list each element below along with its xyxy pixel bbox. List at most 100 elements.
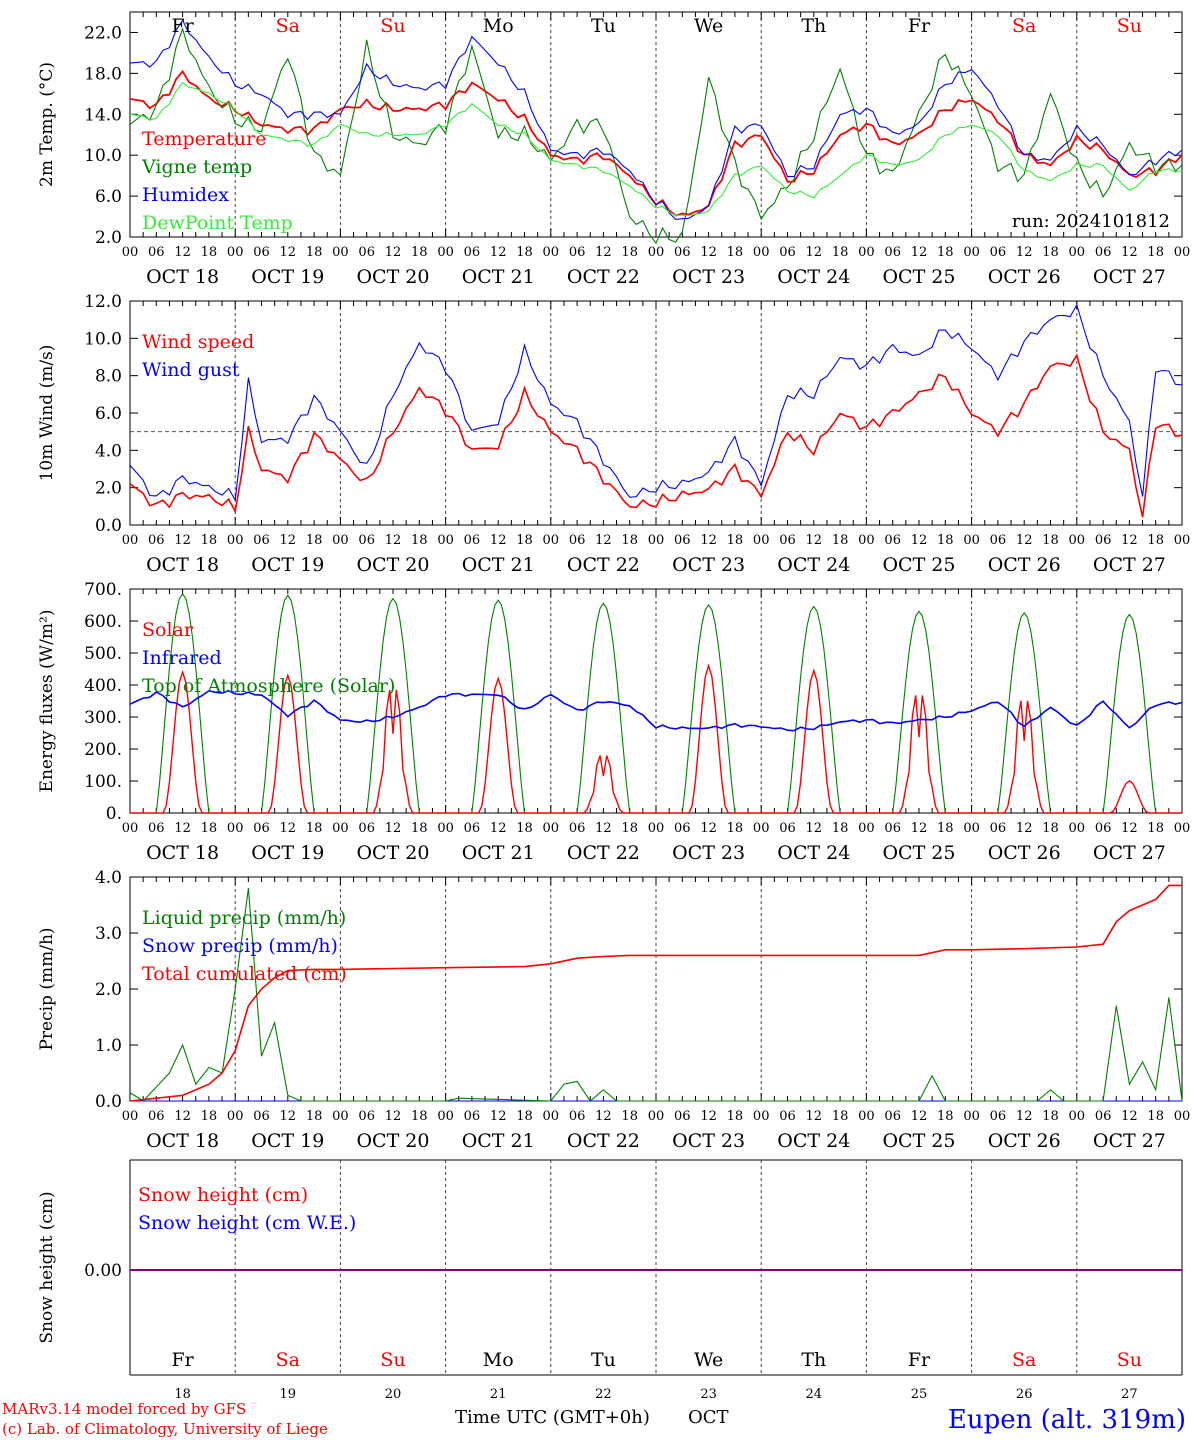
precip-date-label: OCT 20 — [356, 1130, 429, 1152]
energy-hour-tick-label: 00 — [332, 821, 349, 836]
temp-hour-tick-label: 12 — [490, 245, 507, 260]
snow-frame — [129, 1159, 1183, 1376]
wind-hour-tick-label: 12 — [806, 533, 823, 548]
weekday-label: Fr — [908, 1349, 931, 1371]
wind-hour-tick-label: 18 — [306, 533, 323, 548]
temp-y-tick-label: 14.0 — [84, 105, 122, 125]
temp-hour-tick-label: 00 — [332, 245, 349, 260]
temp-hour-tick-label: 00 — [543, 245, 560, 260]
weekday-label: We — [694, 1349, 723, 1371]
precip-hour-tick-label: 06 — [253, 1109, 270, 1124]
wind-hour-tick-label: 18 — [201, 533, 218, 548]
energy-hour-tick-label: 12 — [806, 821, 823, 836]
precip-date-label: OCT 27 — [1093, 1130, 1166, 1152]
energy-hour-tick-label: 12 — [1121, 821, 1138, 836]
precip-hour-tick-label: 06 — [674, 1109, 691, 1124]
precip-hour-tick-label: 12 — [385, 1109, 402, 1124]
wind-hour-tick-label: 12 — [385, 533, 402, 548]
day-number-label: 18 — [174, 1387, 191, 1402]
wind-hour-tick-label: 00 — [437, 533, 454, 548]
wind-legend-entry: Wind speed — [142, 331, 254, 353]
day-number-label: 26 — [1016, 1387, 1033, 1402]
wind-hour-tick-label: 18 — [1042, 533, 1059, 548]
day-number-label: 24 — [806, 1387, 823, 1402]
precip-hour-tick-label: 06 — [884, 1109, 901, 1124]
temp-y-tick-label: 22.0 — [84, 23, 122, 43]
wind-hour-tick-label: 18 — [1147, 533, 1164, 548]
temp-hour-tick-label: 12 — [700, 245, 717, 260]
temp-date-label: OCT 21 — [462, 266, 535, 288]
footer-month-label: OCT — [688, 1407, 729, 1428]
precip-hour-tick-label: 18 — [621, 1109, 638, 1124]
precip-hour-tick-label: 00 — [858, 1109, 875, 1124]
precip-legend-entry: Liquid precip (mm/h) — [142, 907, 346, 929]
wind-hour-tick-label: 12 — [1121, 533, 1138, 548]
temp-legend-entry: Temperature — [142, 128, 266, 150]
temp-y-tick-label: 18.0 — [84, 64, 122, 84]
energy-y-axis: 0. 100. 200. 300. 400. 500. 600. 700. Energy flu… — [37, 580, 1182, 824]
energy-x-axis: 00 06 12 18 OCT 18 00 06 12 18 OCT 19 00 06 12 18 OCT … — [122, 821, 1191, 864]
weekday-label: Su — [1117, 15, 1142, 37]
footer-model-credit: MARv3.14 model forced by GFS — [2, 1400, 246, 1418]
energy-hour-tick-label: 00 — [1174, 821, 1191, 836]
weekday-label: Tu — [591, 15, 616, 37]
temp-hour-tick-label: 06 — [148, 245, 165, 260]
temp-hour-tick-label: 12 — [806, 245, 823, 260]
weekday-label: Sa — [276, 15, 300, 37]
location-label: Eupen (alt. 319m) — [948, 1405, 1186, 1435]
weekday-label: Th — [801, 15, 826, 37]
temp-y-tick-label: 10.0 — [84, 146, 122, 166]
temp-hour-tick-label: 18 — [411, 245, 428, 260]
precip-hour-tick-label: 12 — [1121, 1109, 1138, 1124]
energy-hour-tick-label: 00 — [753, 821, 770, 836]
wind-hour-tick-label: 18 — [727, 533, 744, 548]
energy-date-label: OCT 20 — [356, 842, 429, 864]
energy-y-tick-label: 0. — [106, 804, 122, 824]
wind-y-tick-label: 0.0 — [95, 516, 122, 536]
weekday-label: Fr — [171, 1349, 194, 1371]
day-number-label: 25 — [911, 1387, 928, 1402]
snow-y-axis-label: Snow height (cm) — [37, 1191, 57, 1343]
energy-y-axis-label: Energy fluxes (W/m²) — [37, 610, 57, 793]
day-number-label: 23 — [700, 1387, 717, 1402]
wind-hour-tick-label: 06 — [990, 533, 1007, 548]
wind-hour-tick-label: 00 — [122, 533, 139, 548]
weekday-label: Fr — [171, 15, 194, 37]
wind-hour-tick-label: 06 — [358, 533, 375, 548]
precip-y-axis-label: Precip (mm/h) — [37, 927, 57, 1050]
temp-hour-tick-label: 00 — [122, 245, 139, 260]
precip-hour-tick-label: 12 — [911, 1109, 928, 1124]
temp-date-label: OCT 20 — [356, 266, 429, 288]
wind-date-label: OCT 27 — [1093, 554, 1166, 576]
wind-y-tick-label: 2.0 — [95, 479, 122, 499]
precip-x-axis: 00 06 12 18 OCT 18 00 06 12 18 OCT 19 00 06 12 18 OCT … — [122, 1109, 1191, 1152]
temp-hour-tick-label: 12 — [1016, 245, 1033, 260]
energy-hour-tick-label: 18 — [621, 821, 638, 836]
energy-date-label: OCT 24 — [777, 842, 850, 864]
temp-hour-tick-label: 00 — [1174, 245, 1191, 260]
precip-hour-tick-label: 00 — [753, 1109, 770, 1124]
wind-series-line — [129, 303, 1183, 502]
precip-date-label: OCT 19 — [251, 1130, 324, 1152]
temp-series-line — [129, 81, 1183, 217]
precip-hour-tick-label: 18 — [937, 1109, 954, 1124]
temp-date-label: OCT 22 — [567, 266, 640, 288]
energy-hour-tick-label: 06 — [358, 821, 375, 836]
energy-hour-tick-label: 12 — [700, 821, 717, 836]
energy-hour-tick-label: 00 — [227, 821, 244, 836]
wind-y-tick-label: 10.0 — [84, 329, 122, 349]
precip-date-label: OCT 18 — [146, 1130, 219, 1152]
wind-date-label: OCT 26 — [988, 554, 1061, 576]
energy-hour-tick-label: 00 — [122, 821, 139, 836]
precip-hour-tick-label: 00 — [1174, 1109, 1191, 1124]
precip-hour-tick-label: 06 — [779, 1109, 796, 1124]
temp-hour-tick-label: 12 — [174, 245, 191, 260]
temp-date-label: OCT 27 — [1093, 266, 1166, 288]
day-number-label: 20 — [385, 1387, 402, 1402]
energy-hour-tick-label: 06 — [569, 821, 586, 836]
temp-hour-tick-label: 00 — [753, 245, 770, 260]
temp-hour-tick-label: 18 — [937, 245, 954, 260]
precip-liquid-line — [129, 888, 1183, 1102]
temp-date-label: OCT 18 — [146, 266, 219, 288]
